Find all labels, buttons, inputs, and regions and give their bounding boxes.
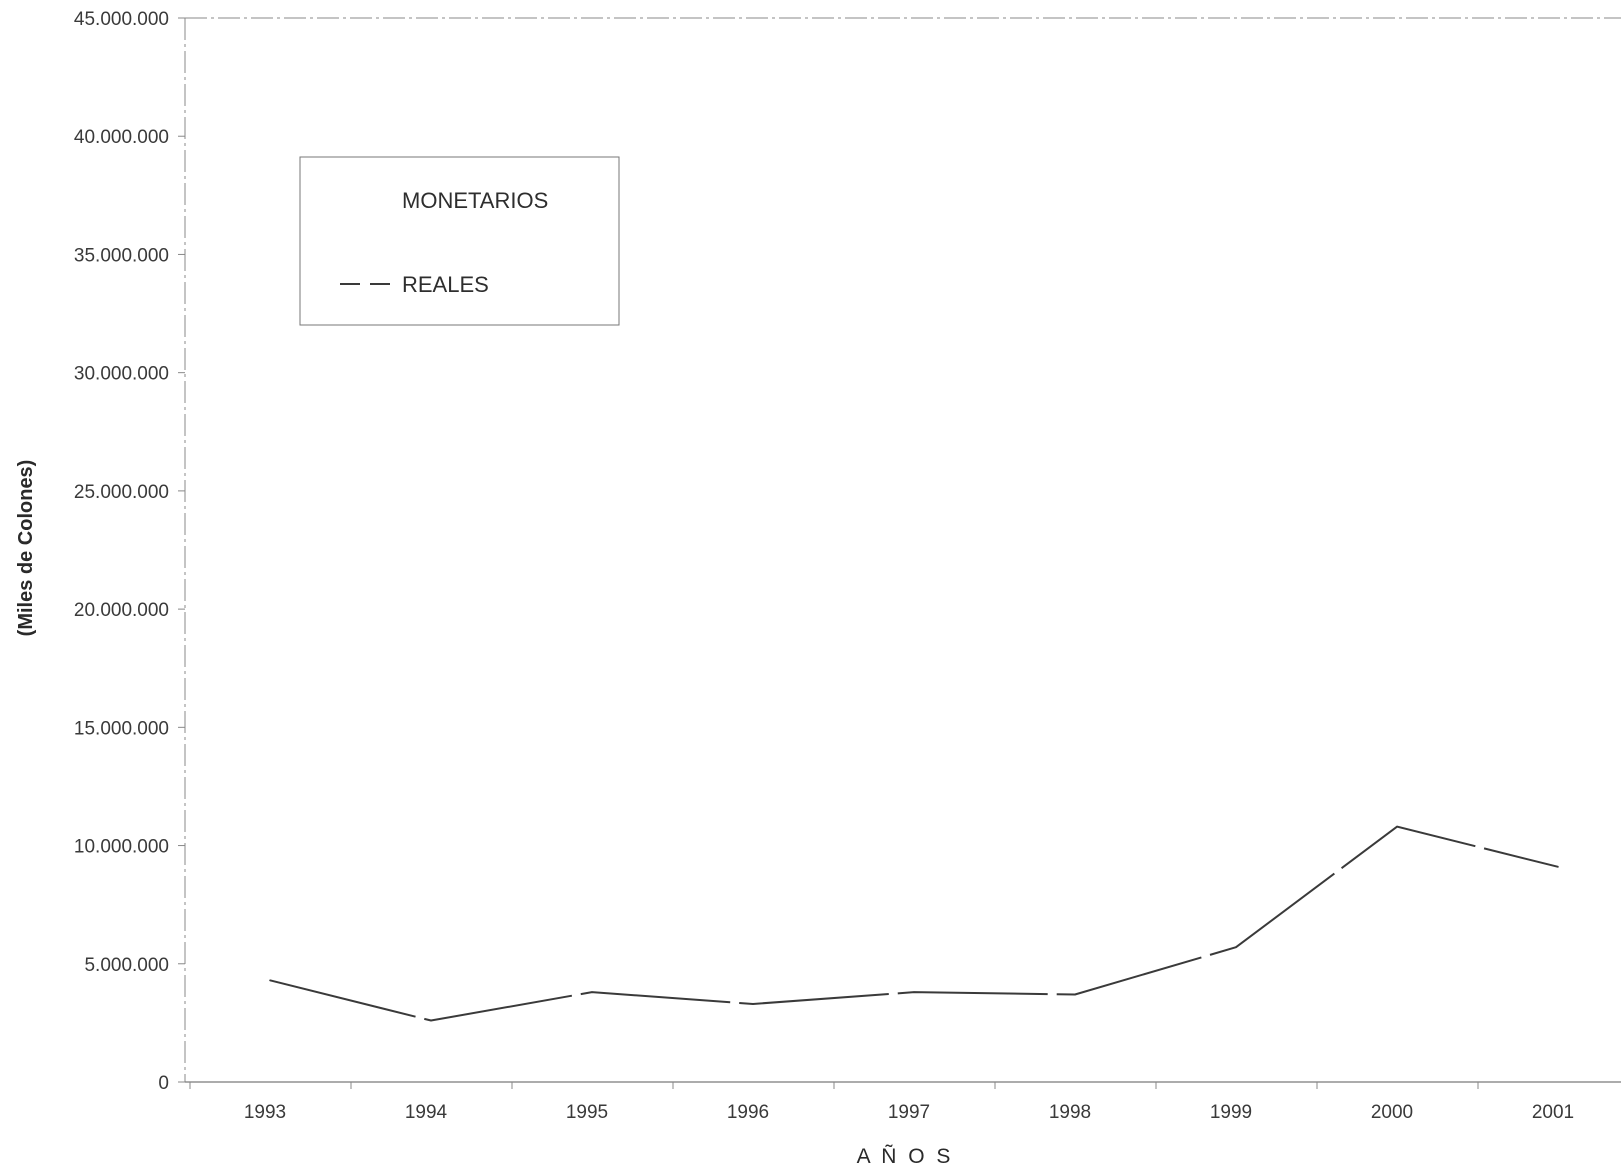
x-tick-label: 2001 <box>1532 1102 1574 1123</box>
x-tick-label: 2000 <box>1371 1102 1413 1123</box>
data-point <box>1396 825 1398 828</box>
legend-label-reales: REALES <box>402 272 489 297</box>
y-tick-label: 40.000.000 <box>74 127 169 148</box>
y-tick-label: 35.000.000 <box>74 245 169 266</box>
x-tick-label: 1996 <box>727 1102 769 1123</box>
y-tick-label: 30.000.000 <box>74 364 169 385</box>
series-layer <box>269 825 1559 1022</box>
data-point <box>1074 993 1076 996</box>
data-point <box>913 991 915 993</box>
x-axis-ticks: 1993 1994 1995 1996 1997 1998 1999 2000 2001 <box>189 1082 1574 1123</box>
y-tick-label: 15.000.000 <box>74 718 169 739</box>
y-tick-label: 10.000.000 <box>74 837 169 858</box>
x-tick-label: 1994 <box>405 1102 448 1123</box>
y-tick-label: 20.000.000 <box>74 600 169 621</box>
plot-frame <box>184 17 1621 1083</box>
x-tick-label: 1995 <box>566 1102 608 1123</box>
x-axis-title: A Ñ O S <box>857 1144 954 1168</box>
y-axis-ticks: 0 5.000.000 10.000.000 15.000.000 20.000.000… <box>74 9 185 1094</box>
x-tick-label: 1998 <box>1049 1102 1091 1123</box>
y-tick-label: 0 <box>158 1073 169 1094</box>
data-point <box>430 1019 432 1022</box>
legend: MONETARIOS REALES <box>299 156 620 326</box>
x-tick-label: 1993 <box>244 1102 286 1123</box>
legend-label-monetarios: MONETARIOS <box>402 188 548 213</box>
x-tick-label: 1997 <box>888 1102 930 1123</box>
y-tick-label: 25.000.000 <box>74 482 169 503</box>
data-point <box>752 1003 754 1005</box>
y-tick-label: 5.000.000 <box>84 955 169 976</box>
data-point <box>269 979 271 982</box>
data-point <box>591 991 593 993</box>
legend-box <box>299 156 620 326</box>
x-tick-label: 1999 <box>1210 1102 1252 1123</box>
y-tick-label: 45.000.000 <box>74 9 169 30</box>
data-point <box>1557 866 1559 868</box>
y-axis-title: (Miles de Colones) <box>15 460 37 637</box>
data-point <box>1235 946 1237 949</box>
